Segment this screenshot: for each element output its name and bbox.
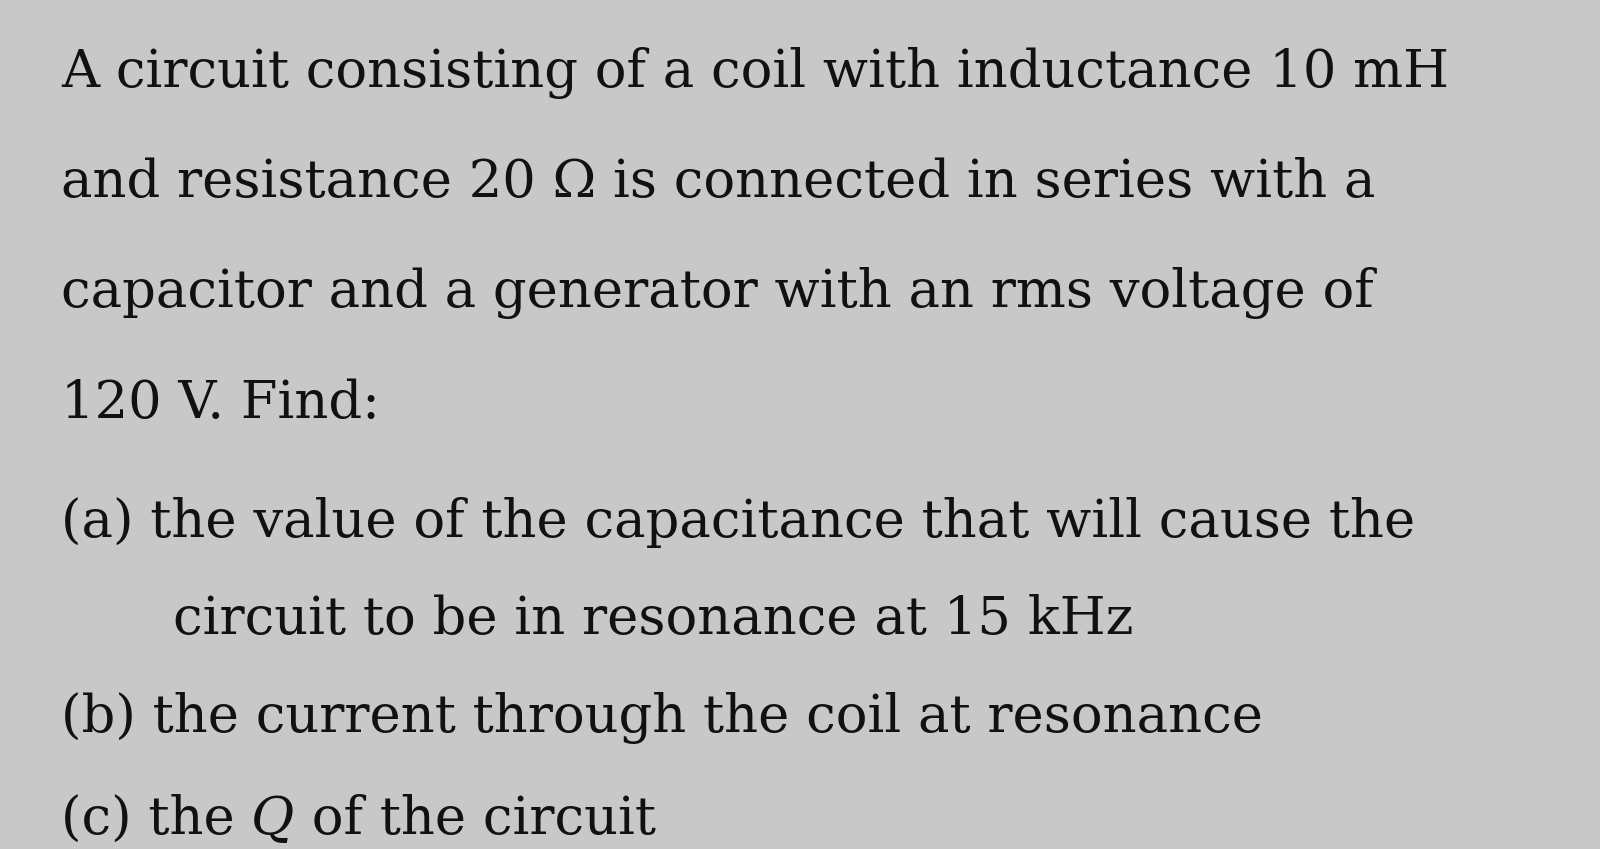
Text: (a) the value of the capacitance that will cause the: (a) the value of the capacitance that wi… — [61, 497, 1414, 548]
Text: of the circuit: of the circuit — [294, 794, 656, 845]
Text: capacitor and a generator with an rms voltage of: capacitor and a generator with an rms vo… — [61, 267, 1373, 319]
Text: Q: Q — [251, 794, 294, 845]
Text: 120 V. Find:: 120 V. Find: — [61, 378, 379, 429]
Text: (b) the current through the coil at resonance: (b) the current through the coil at reso… — [61, 692, 1262, 744]
Text: circuit to be in resonance at 15 kHz: circuit to be in resonance at 15 kHz — [173, 594, 1133, 645]
Text: A circuit consisting of a coil with inductance 10 mH: A circuit consisting of a coil with indu… — [61, 47, 1450, 98]
Text: and resistance 20 Ω is connected in series with a: and resistance 20 Ω is connected in seri… — [61, 157, 1376, 208]
Text: (c) the: (c) the — [61, 794, 251, 845]
